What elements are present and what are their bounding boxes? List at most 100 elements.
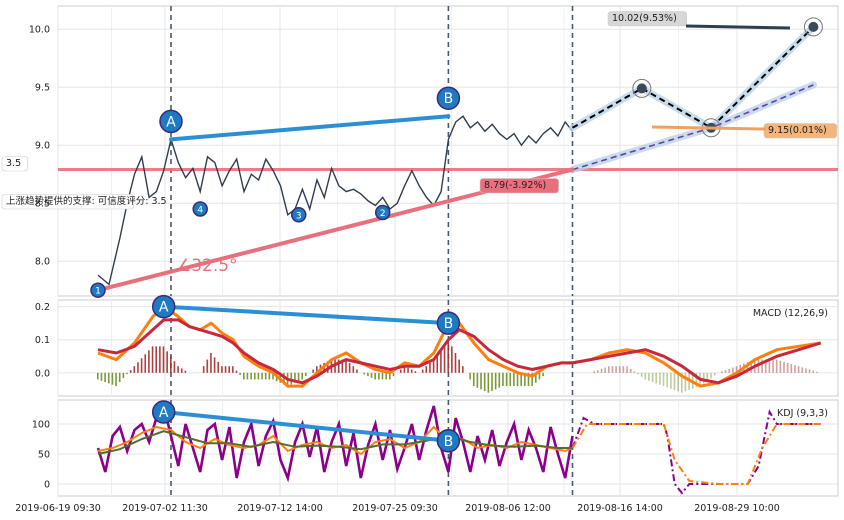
marks-layer: A B 1 2 3 4 10.02(9.53%) 9.15(0.01%) 8.79(-3.92%…	[1, 11, 838, 453]
macd-histogram-bar	[491, 372, 493, 392]
macd-histogram-bar	[356, 369, 358, 373]
macd-divergence-circle	[151, 294, 176, 319]
macd-histogram-bar	[253, 372, 256, 380]
macd-histogram-bar	[385, 372, 387, 380]
annotation-box	[479, 178, 559, 194]
x-tick-label: 2019-08-06 12:00	[465, 503, 551, 514]
macd-histogram-bar	[644, 372, 647, 380]
macd-histogram-bar	[213, 357, 216, 373]
macd-histogram-bar	[425, 366, 428, 373]
macd-histogram-bar	[180, 368, 183, 373]
macd-histogram-bar	[640, 372, 643, 377]
macd-histogram-bar	[483, 372, 486, 392]
macd-histogram-bar	[794, 365, 796, 373]
macd-histogram-bar	[505, 372, 508, 387]
macd-histogram-bar	[509, 372, 512, 387]
macd-histogram-bar	[538, 372, 541, 380]
macd-histogram-bar	[655, 372, 658, 384]
macd-histogram-bar	[148, 350, 150, 373]
macd-histogram-bar	[476, 372, 479, 388]
y-tick-label: 10.0	[29, 25, 50, 36]
macd-histogram-bar	[159, 346, 161, 373]
macd-histogram-bar	[611, 366, 614, 373]
macd-histogram-bar	[702, 372, 705, 384]
macd-histogram-bar	[659, 372, 661, 385]
macd-histogram-bar	[155, 346, 157, 373]
macd-histogram-bar	[221, 366, 223, 373]
macd-histogram-bar	[648, 372, 650, 381]
macd-histogram-bar	[170, 356, 172, 373]
kdj-divergence-circle	[151, 400, 176, 424]
kdj-divergence-label: B	[444, 434, 454, 450]
macd-histogram-bar	[597, 370, 599, 373]
macd-histogram-bar	[352, 366, 355, 373]
macd-histogram-bar	[210, 352, 212, 373]
annotation-box	[607, 11, 687, 27]
macd-histogram-bar	[637, 372, 639, 375]
y-tick-label: 0.2	[35, 302, 50, 313]
macd-histogram-bar	[100, 372, 103, 381]
macd-dif-line	[97, 304, 821, 388]
macd-histogram-bar	[633, 371, 636, 373]
macd-histogram-bar	[673, 372, 676, 391]
macd-histogram-bar	[713, 372, 716, 376]
x-tick-label: 2019-08-16 14:00	[577, 503, 663, 514]
macd-histogram-bar	[458, 359, 460, 373]
macd-histogram-bar	[487, 372, 490, 393]
macd-histogram-bar	[126, 372, 128, 375]
macd-histogram-bar	[775, 359, 778, 373]
kdj-j-line	[96, 402, 574, 483]
macd-histogram-bar	[312, 369, 314, 373]
macd-histogram-bar	[651, 372, 654, 383]
wave-label-text: 3	[296, 211, 302, 221]
annotation-box	[763, 123, 838, 139]
y-tick-label: 0.1	[35, 335, 50, 346]
macd-histogram-bar	[462, 366, 464, 373]
kdj-divergence-line	[163, 410, 449, 443]
macd-histogram-bar	[516, 372, 519, 387]
macd-histogram-bar	[779, 360, 782, 373]
macd-histogram-bar	[129, 370, 132, 373]
macd-histogram-bar	[808, 369, 811, 373]
macd-histogram-bar	[805, 368, 807, 373]
macd-histogram-bar	[604, 367, 606, 373]
annotation-text: ∠32.5°	[176, 256, 238, 276]
kdj-divergence-circle	[436, 429, 461, 453]
macd-histogram-bar	[389, 372, 391, 380]
wave-label-circle	[159, 109, 183, 134]
wave-label-circle	[374, 204, 391, 221]
macd-histogram-bar	[790, 364, 793, 373]
macd-histogram-bar	[710, 372, 712, 379]
wave-label-text: A	[166, 114, 176, 130]
macd-histogram-bar	[615, 366, 617, 373]
macd-histogram-bar	[290, 372, 293, 385]
macd-histogram-bar	[104, 372, 106, 383]
macd-histogram-bar	[447, 339, 449, 373]
wave-label-text: 4	[197, 206, 203, 216]
x-tick-label: 2019-07-12 14:00	[237, 503, 323, 514]
y-tick-label: 0	[44, 480, 50, 491]
macd-histogram-bar	[626, 366, 628, 373]
annotation-arrow	[685, 24, 791, 30]
macd-histogram-bar	[115, 372, 117, 387]
macd-histogram-bar	[695, 372, 698, 388]
macd-histogram-bar	[600, 368, 603, 373]
macd-histogram-bar	[345, 359, 347, 373]
macd-histogram-bar	[297, 372, 300, 382]
macd-histogram-bar	[472, 372, 475, 387]
macd-histogram-bar	[735, 366, 738, 373]
macd-histogram-bar	[681, 372, 683, 393]
macd-histogram-bar	[527, 372, 530, 387]
macd-histogram-bar	[783, 361, 785, 373]
macd-histogram-bar	[283, 372, 285, 385]
forecast-point	[636, 83, 647, 94]
macd-histogram-bar	[118, 372, 121, 383]
macd-histogram-bar	[261, 372, 263, 380]
macd-histogram-bar	[250, 372, 252, 380]
macd-histogram-bar	[622, 366, 625, 373]
macd-histogram-bar	[316, 366, 318, 373]
macd-histogram-bar	[618, 366, 621, 373]
macd-dea-line	[97, 318, 822, 385]
macd-histogram-bar	[797, 366, 800, 373]
